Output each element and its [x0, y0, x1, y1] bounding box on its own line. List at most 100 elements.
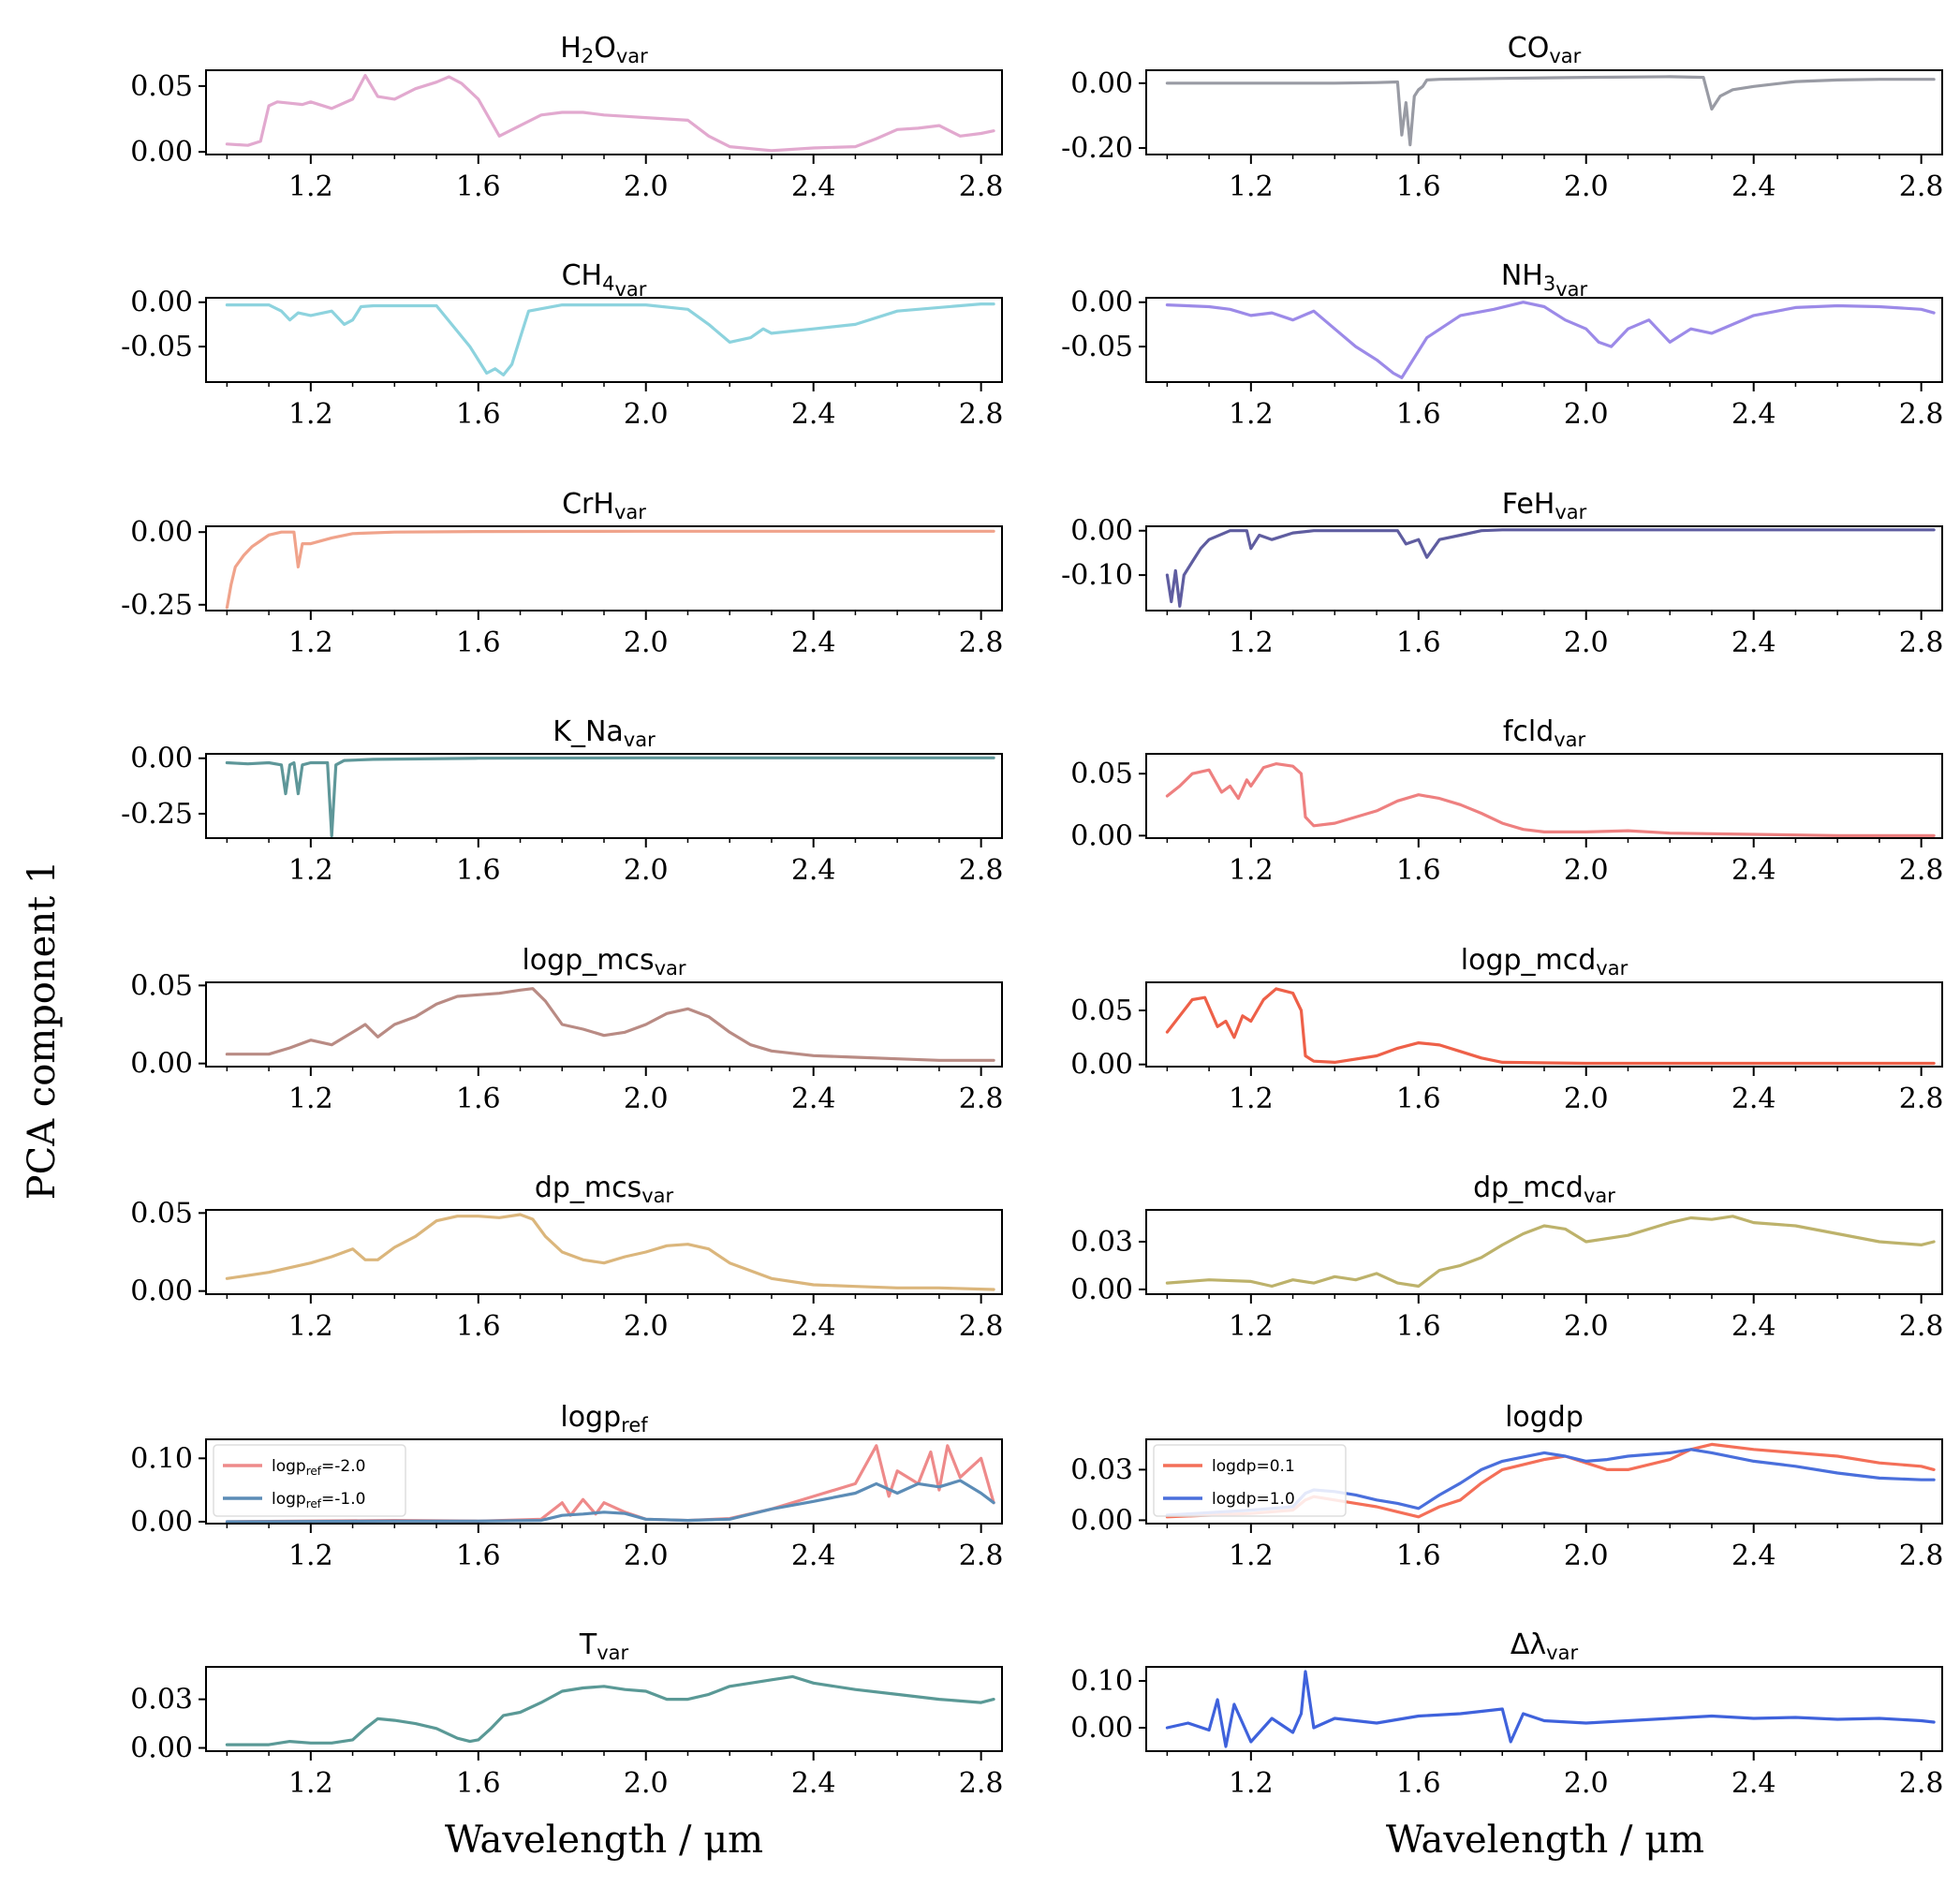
x-tick-label-logp_ref-0: 1.2	[288, 1540, 333, 1572]
y-tick-label-dp_mcd-0: 0.00	[1070, 1274, 1133, 1306]
x-tick-label-logp_mcs-2: 2.0	[624, 1083, 669, 1115]
x-tick-label-dlambda-2: 2.0	[1564, 1767, 1609, 1800]
series-line-h2o-0	[225, 73, 995, 153]
panel-fcld-title: fcldvar	[1503, 715, 1586, 751]
x-tick-label-logdp-0: 1.2	[1229, 1540, 1274, 1572]
x-tick-label-h2o-2: 2.0	[624, 170, 669, 203]
x-tick-label-t-1: 1.6	[456, 1767, 501, 1800]
y-tick-label-dlambda-0: 0.00	[1070, 1712, 1133, 1745]
x-tick-label-co-4: 2.8	[1899, 170, 1944, 203]
x-tick-label-dp_mcd-4: 2.8	[1899, 1310, 1944, 1343]
y-tick-label-crh-0: 0.00	[130, 516, 193, 549]
x-axis-label-right: Wavelength / μm	[1386, 1819, 1704, 1862]
x-tick-label-ch4-1: 1.6	[456, 398, 501, 431]
panel-ch4: CH4var 0.00 -0.05 1.2 1.6 2.0 2.4 2.8	[121, 259, 1003, 431]
series-line-crh-0	[225, 529, 995, 610]
y-tick-label-h2o-0: 0.00	[130, 136, 193, 169]
series-line-kna-0	[225, 756, 995, 838]
plot-frame-ch4	[205, 297, 1003, 383]
panel-kna: K_Navar 0.00 -0.25 1.2 1.6 2.0 2.4 2.8	[121, 715, 1003, 887]
x-tick-label-logp_ref-3: 2.4	[791, 1540, 836, 1572]
plot-frame-dp_mcd	[1145, 1209, 1943, 1295]
y-tick-label-logp_mcd-1: 0.05	[1070, 995, 1133, 1027]
panel-ch4-title: CH4var	[562, 259, 647, 301]
panel-dp_mcs-title: dp_mcsvar	[535, 1171, 674, 1207]
panel-logp_mcs: logp_mcsvar 0.00 0.05 1.2 1.6 2.0 2.4 2.8	[130, 944, 1003, 1115]
x-tick-label-dp_mcs-2: 2.0	[624, 1310, 669, 1343]
y-tick-label-dp_mcs-0: 0.00	[130, 1275, 193, 1308]
panel-kna-title: K_Navar	[553, 715, 656, 751]
panel-co: COvar 0.00 -0.20 1.2 1.6 2.0 2.4 2.8	[1061, 32, 1943, 203]
y-tick-label-logdp-0: 0.00	[1070, 1504, 1133, 1537]
x-tick-label-dp_mcs-3: 2.4	[791, 1310, 836, 1343]
x-tick-label-logp_mcd-3: 2.4	[1732, 1083, 1776, 1115]
x-tick-label-dlambda-0: 1.2	[1229, 1767, 1274, 1800]
plot-frame-h2o	[205, 69, 1003, 155]
x-tick-label-ch4-4: 2.8	[959, 398, 1004, 431]
legend-label-logdp-0: logdp=0.1	[1212, 1457, 1295, 1476]
panel-dp_mcs: dp_mcsvar 0.00 0.05 1.2 1.6 2.0 2.4 2.8	[130, 1171, 1003, 1343]
series-line-dp_mcs-0	[225, 1213, 995, 1291]
x-tick-label-nh3-3: 2.4	[1732, 398, 1776, 431]
y-tick-label-co-0: 0.00	[1070, 67, 1133, 100]
panel-logp_mcs-title: logp_mcsvar	[522, 944, 685, 980]
y-tick-label-dlambda-1: 0.10	[1070, 1665, 1133, 1698]
x-tick-label-feh-3: 2.4	[1732, 626, 1776, 659]
x-tick-label-logp_mcs-0: 1.2	[288, 1083, 333, 1115]
x-tick-label-ch4-2: 2.0	[624, 398, 669, 431]
x-tick-label-co-2: 2.0	[1564, 170, 1609, 203]
x-tick-label-h2o-3: 2.4	[791, 170, 836, 203]
x-tick-label-nh3-0: 1.2	[1229, 398, 1274, 431]
x-tick-label-dp_mcs-0: 1.2	[288, 1310, 333, 1343]
x-tick-label-logp_ref-1: 1.6	[456, 1540, 501, 1572]
plot-frame-logp_mcs	[205, 981, 1003, 1068]
x-tick-label-crh-3: 2.4	[791, 626, 836, 659]
panel-logp_mcd-title: logp_mcdvar	[1461, 944, 1628, 980]
x-tick-label-logdp-2: 2.0	[1564, 1540, 1609, 1572]
x-tick-label-logp_mcs-4: 2.8	[959, 1083, 1004, 1115]
panel-nh3-title: NH3var	[1501, 259, 1588, 301]
y-tick-label-logdp-1: 0.03	[1070, 1453, 1133, 1486]
x-tick-label-logp_mcd-2: 2.0	[1564, 1083, 1609, 1115]
y-tick-label-fcld-0: 0.00	[1070, 819, 1133, 852]
panel-nh3: NH3var 0.00 -0.05 1.2 1.6 2.0 2.4 2.8	[1061, 259, 1943, 431]
x-tick-label-t-4: 2.8	[959, 1767, 1004, 1800]
y-tick-label-feh-1: -0.10	[1061, 559, 1133, 592]
x-tick-label-crh-2: 2.0	[624, 626, 669, 659]
x-tick-label-dp_mcd-3: 2.4	[1732, 1310, 1776, 1343]
x-tick-label-fcld-1: 1.6	[1396, 854, 1441, 887]
x-tick-label-crh-4: 2.8	[959, 626, 1004, 659]
x-tick-label-t-0: 1.2	[288, 1767, 333, 1800]
series-line-nh3-0	[1165, 301, 1936, 379]
x-tick-label-logdp-1: 1.6	[1396, 1540, 1441, 1572]
x-tick-label-ch4-0: 1.2	[288, 398, 333, 431]
series-line-feh-0	[1165, 528, 1936, 608]
x-tick-label-feh-4: 2.8	[1899, 626, 1944, 659]
series-line-t-0	[225, 1674, 995, 1746]
y-tick-label-dp_mcs-1: 0.05	[130, 1197, 193, 1230]
x-tick-label-dlambda-3: 2.4	[1732, 1767, 1776, 1800]
panels-container: H2Ovar 0.00 0.05 1.2 1.6 2.0 2.4 2.8 COvar 0.00 -0…	[121, 32, 1943, 1800]
panel-co-title: COvar	[1508, 32, 1582, 67]
y-tick-label-t-0: 0.00	[130, 1732, 193, 1765]
plot-frame-nh3	[1145, 297, 1943, 383]
x-tick-label-nh3-1: 1.6	[1396, 398, 1441, 431]
x-tick-label-kna-4: 2.8	[959, 854, 1004, 887]
x-tick-label-dp_mcd-1: 1.6	[1396, 1310, 1441, 1343]
panel-crh-title: CrHvar	[562, 488, 646, 523]
y-tick-label-co-1: -0.20	[1061, 132, 1133, 165]
x-tick-label-feh-0: 1.2	[1229, 626, 1274, 659]
y-tick-label-ch4-1: -0.05	[121, 331, 193, 363]
plot-frame-dlambda	[1145, 1666, 1943, 1752]
x-tick-label-fcld-2: 2.0	[1564, 854, 1609, 887]
x-tick-label-kna-1: 1.6	[456, 854, 501, 887]
x-tick-label-dp_mcd-0: 1.2	[1229, 1310, 1274, 1343]
panel-t-title: Tvar	[579, 1628, 629, 1664]
panel-logdp-title: logdp	[1505, 1401, 1584, 1434]
x-tick-label-logp_mcd-0: 1.2	[1229, 1083, 1274, 1115]
y-tick-label-logp_mcs-1: 0.05	[130, 969, 193, 1002]
series-line-co-0	[1165, 75, 1936, 147]
x-tick-label-logp_ref-4: 2.8	[959, 1540, 1004, 1572]
plot-frame-t	[205, 1666, 1003, 1752]
